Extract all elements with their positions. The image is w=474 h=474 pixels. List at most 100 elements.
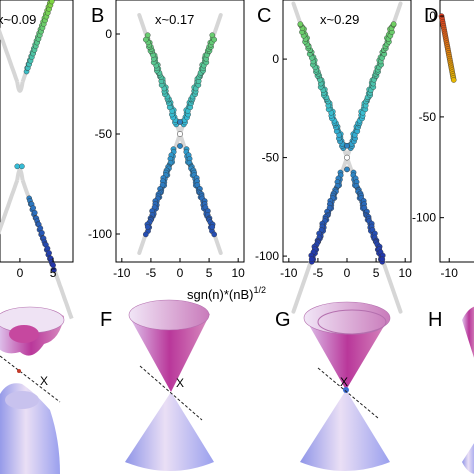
panel-b-points <box>142 32 218 238</box>
panel-d-xtick-label: -10 <box>441 266 459 280</box>
panel-c: C x~0.29 0-50-100 -10 -5 0 5 10 <box>255 0 412 314</box>
panel-b-data-point <box>194 182 201 188</box>
panel-c-data-point <box>390 21 397 27</box>
panel-a-xtick-label: 0 <box>17 266 24 280</box>
panel-d: D 0 -50 -100 -10 <box>412 0 474 280</box>
panel-a-model-curve <box>0 179 20 235</box>
panel-b-data-point <box>159 182 166 188</box>
panel-d-yticks: 0 -50 -100 <box>412 9 444 225</box>
panel-c-ytick-label: 0 <box>272 52 279 66</box>
panel-a-data-point <box>14 163 21 170</box>
panel-d-label: D <box>424 5 438 27</box>
shared-x-axis-label-base: sgn(n)*(nB) <box>187 287 253 302</box>
panel-d-data-point <box>450 77 457 83</box>
panel-c-label: C <box>257 5 271 27</box>
panel-b-xtick-label: -5 <box>146 266 157 280</box>
panel-b-data-point <box>177 119 183 125</box>
panel-b-data-point <box>142 36 149 43</box>
panel-c-ytick-label: -100 <box>255 249 279 263</box>
panel-b-data-point <box>144 224 151 230</box>
panel-a-data-point <box>48 0 55 5</box>
panel-a-xtick-label: 5 <box>50 266 57 280</box>
shared-x-axis-label-exponent: 1/2 <box>253 285 266 295</box>
panel-c-data-point <box>308 256 315 263</box>
panel-b-ytick-label: 0 <box>105 27 112 41</box>
diagram-g-fermi-line <box>317 367 379 419</box>
diagram-g-upper-rim-front <box>317 309 387 335</box>
diagram-h-lower-cone <box>462 443 474 474</box>
diagram-f-fermi-line <box>139 365 203 421</box>
panel-b-xtick-label: 0 <box>177 266 184 280</box>
diagram-f-lower-cone <box>125 392 214 471</box>
panel-a-data-point <box>30 205 36 211</box>
diagram-f-label: F <box>100 309 112 331</box>
panel-c-xtick-label: -10 <box>280 266 298 280</box>
panel-d-points <box>438 13 457 83</box>
shared-x-axis-label: sgn(n)*(nB)1/2 <box>187 285 266 302</box>
panel-c-data-point <box>361 204 368 211</box>
panel-c-xtick-label: -5 <box>313 266 324 280</box>
panel-b: B x~0.17 0-50-100 -10 -5 0 5 10 <box>88 0 245 280</box>
panel-b-yticks: 0 -50 -100 <box>88 27 120 241</box>
diagram-g-contact-point <box>343 387 349 393</box>
diagram-f-upper-rim <box>128 299 210 331</box>
panel-a-model-curve <box>15 168 25 181</box>
diagram-f-marker: X <box>176 376 184 390</box>
panel-c-xticks: -10 -5 0 5 10 <box>280 258 412 280</box>
panel-c-data-point <box>326 204 333 211</box>
diagram-g: G X <box>275 301 391 471</box>
diagram-g-lower-cone <box>300 390 390 471</box>
panel-c-annotation: x~0.29 <box>320 12 359 27</box>
panel-d-ytick-label: -50 <box>419 110 437 124</box>
diagram-e-upper-well <box>9 325 39 343</box>
panel-a-annotation: x~0.09 <box>0 12 36 27</box>
diagram-h-upper-cone <box>462 306 474 358</box>
panel-a-data-point <box>19 163 25 170</box>
panel-c-ytick-label: -50 <box>262 151 280 165</box>
panel-b-data-point <box>211 231 218 238</box>
panel-d-ytick-label: -100 <box>412 211 436 225</box>
panel-a-model-curve <box>0 27 20 83</box>
panel-b-data-point <box>177 143 183 149</box>
panel-c-points <box>297 21 397 265</box>
diagram-e-lower-well <box>5 391 39 409</box>
panel-c-data-point <box>344 142 350 149</box>
diagram-e-fermi-line <box>0 355 61 403</box>
panel-c-data-point <box>344 166 350 173</box>
panel-b-annotation: x~0.17 <box>155 12 194 27</box>
panel-c-xtick-label: 0 <box>344 266 351 280</box>
panel-b-xticks: -10 -5 0 5 10 <box>113 258 245 280</box>
panel-b-ytick-label: -100 <box>88 227 112 241</box>
panel-c-xtick-label: 5 <box>373 266 380 280</box>
panel-c-data-point <box>379 256 386 263</box>
panel-d-xticks: -10 <box>441 258 459 280</box>
panel-b-data-point <box>209 224 216 230</box>
panel-a-data-point <box>46 250 52 256</box>
panel-a-model-curve <box>15 81 25 93</box>
diagram-f: F X <box>100 299 214 471</box>
panel-b-ytick-label: -50 <box>95 127 113 141</box>
panel-c-data-point <box>297 21 304 27</box>
panel-a-data-point <box>37 225 44 231</box>
panel-b-xtick-label: 10 <box>232 266 246 280</box>
diagram-g-marker: X <box>340 375 348 389</box>
panel-a-data-point <box>51 267 57 273</box>
panel-a-data-point <box>39 230 45 236</box>
panel-c-xtick-label: 10 <box>399 266 413 280</box>
diagram-e: X <box>0 306 65 474</box>
panel-c-frame <box>282 0 412 263</box>
panel-b-xtick-label: -10 <box>113 266 131 280</box>
diagram-h-label: H <box>428 309 442 331</box>
diagram-h: H <box>428 306 474 474</box>
panel-b-label: B <box>91 5 104 27</box>
panel-a-points <box>14 0 57 273</box>
diagram-e-marker-dot <box>17 369 21 373</box>
panel-a-frame <box>0 0 74 263</box>
panel-c-yticks: 0 -50 -100 <box>255 52 287 263</box>
panel-b-xtick-label: 5 <box>206 266 213 280</box>
panel-d-frame <box>439 0 474 263</box>
panel-b-data-point <box>177 131 183 137</box>
